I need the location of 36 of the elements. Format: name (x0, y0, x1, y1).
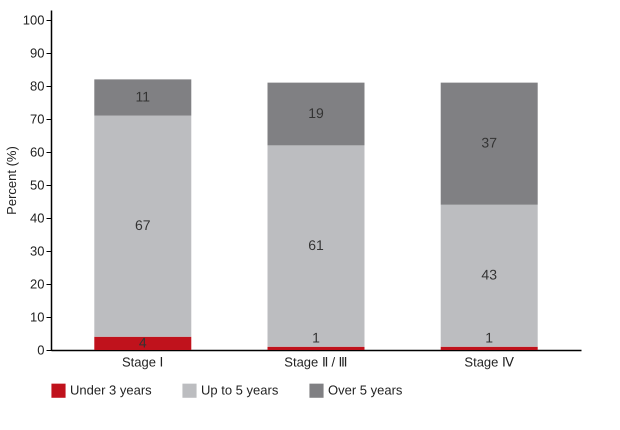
y-tick-label: 10 (30, 309, 44, 324)
x-tick-label: Stage Ⅰ (122, 354, 164, 370)
y-axis-title: Percent (%) (4, 146, 19, 215)
x-tick-label: Stage Ⅳ (464, 354, 514, 370)
y-tick-label: 90 (30, 45, 44, 60)
bar (94, 336, 192, 350)
x-tick-label: Stage Ⅱ / Ⅲ (284, 354, 348, 370)
bar (268, 82, 364, 146)
data-label: 19 (308, 104, 324, 121)
bar (268, 145, 364, 347)
legend-label: Under 3 years (70, 382, 152, 398)
y-tick-label: 0 (37, 342, 44, 358)
legend-label: Up to 5 years (201, 382, 279, 398)
legend-label: Over 5 years (328, 382, 403, 398)
data-label: 1 (312, 330, 320, 346)
bar (440, 346, 538, 350)
data-label: 37 (481, 134, 498, 151)
y-tick-label: 30 (30, 243, 44, 258)
y-tick-label: 80 (30, 78, 44, 94)
bar (440, 82, 538, 205)
data-label: 4 (138, 334, 147, 350)
data-label: 11 (136, 88, 150, 104)
bar (94, 116, 192, 337)
data-label: 61 (308, 237, 324, 254)
data-label: 67 (135, 217, 151, 234)
y-tick-label: 50 (30, 177, 44, 192)
bar (440, 204, 538, 347)
y-tick-label: 20 (30, 276, 44, 292)
y-tick-label: 40 (30, 210, 44, 226)
y-tick-label: 100 (22, 12, 44, 28)
bar (94, 79, 192, 116)
bar (268, 346, 364, 350)
y-tick-label: 60 (30, 144, 44, 160)
data-label: 43 (481, 266, 498, 283)
y-tick-label: 70 (30, 111, 44, 126)
data-label: 1 (485, 330, 494, 346)
